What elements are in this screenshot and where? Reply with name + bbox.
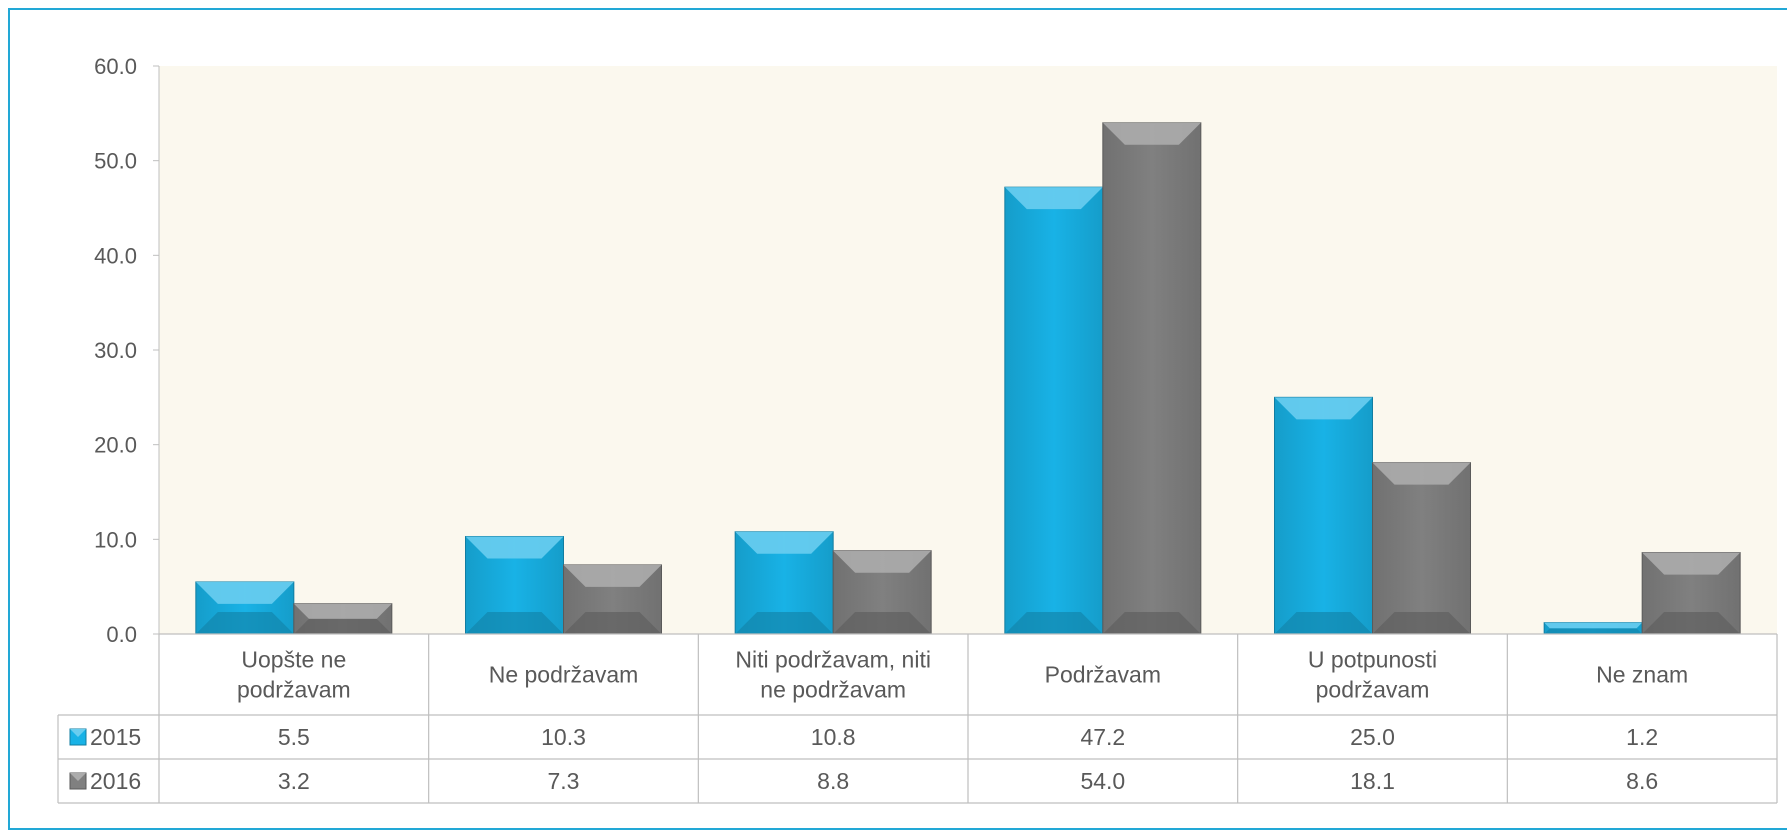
bar-bevel-top bbox=[735, 531, 834, 554]
bar-bevel-top bbox=[833, 550, 932, 573]
legend-key-bevel bbox=[70, 773, 86, 781]
category-label: podržavam bbox=[237, 677, 351, 703]
y-tick-label: 20.0 bbox=[94, 433, 137, 458]
bar-bevel-top bbox=[293, 603, 392, 619]
bar-bevel-top bbox=[1372, 462, 1471, 485]
bar-bevel-bottom bbox=[195, 612, 294, 634]
plot-area bbox=[159, 66, 1777, 634]
bar-bevel-bottom bbox=[735, 612, 834, 634]
data-label-2015-5: 1.2 bbox=[1626, 724, 1658, 750]
data-label-2015-4: 25.0 bbox=[1350, 724, 1395, 750]
category-label: Ne podržavam bbox=[489, 662, 639, 688]
bar-bevel-top bbox=[1544, 622, 1643, 629]
category-label: Podržavam bbox=[1045, 662, 1161, 688]
bar-bevel-bottom bbox=[833, 612, 932, 634]
bar-bevel-bottom bbox=[1102, 612, 1201, 634]
category-label: Uopšte ne bbox=[241, 647, 346, 673]
category-label: Ne znam bbox=[1596, 662, 1688, 688]
bar-bevel-bottom bbox=[1544, 628, 1643, 634]
bar-bevel-bottom bbox=[1004, 612, 1103, 634]
bar-bevel-top bbox=[195, 581, 294, 604]
legend-label-2016: 2016 bbox=[90, 768, 141, 794]
data-label-2015-2: 10.8 bbox=[811, 724, 856, 750]
bar-bevel-top bbox=[465, 536, 564, 559]
bar-bevel-bottom bbox=[563, 612, 662, 634]
data-label-2016-3: 54.0 bbox=[1080, 768, 1125, 794]
data-label-2015-0: 5.5 bbox=[278, 724, 310, 750]
bar-bevel-top bbox=[1274, 397, 1373, 420]
bar-bevel-bottom bbox=[1642, 612, 1741, 634]
category-label: U potpunosti bbox=[1308, 647, 1437, 673]
bar-2016-3 bbox=[1102, 122, 1202, 635]
bar-bevel-bottom bbox=[293, 618, 392, 634]
bar-2016-4 bbox=[1372, 462, 1471, 635]
y-tick-label: 50.0 bbox=[94, 149, 137, 174]
legend-label-2015: 2015 bbox=[90, 724, 141, 750]
bar-2015-4 bbox=[1274, 396, 1373, 635]
bar-bevel-bottom bbox=[465, 612, 564, 634]
data-label-2016-2: 8.8 bbox=[817, 768, 849, 794]
bar-bevel-top bbox=[1004, 187, 1103, 210]
y-tick-label: 60.0 bbox=[94, 54, 137, 79]
category-label: ne podržavam bbox=[760, 677, 906, 703]
data-label-2015-1: 10.3 bbox=[541, 724, 586, 750]
data-label-2016-1: 7.3 bbox=[548, 768, 580, 794]
legend-key-bevel bbox=[70, 729, 86, 737]
y-tick-label: 30.0 bbox=[94, 338, 137, 363]
category-label: podržavam bbox=[1316, 677, 1430, 703]
data-label-2016-4: 18.1 bbox=[1350, 768, 1395, 794]
y-tick-label: 10.0 bbox=[94, 527, 137, 552]
data-label-2015-3: 47.2 bbox=[1080, 724, 1125, 750]
y-tick-label: 40.0 bbox=[94, 243, 137, 268]
y-tick-label: 0.0 bbox=[106, 622, 137, 647]
data-label-2016-5: 8.6 bbox=[1626, 768, 1658, 794]
bar-bevel-top bbox=[1102, 122, 1201, 145]
category-label: Niti podržavam, niti bbox=[735, 647, 931, 673]
bar-2015-3 bbox=[1004, 186, 1104, 635]
data-label-2016-0: 3.2 bbox=[278, 768, 310, 794]
bar-bevel-bottom bbox=[1274, 612, 1373, 634]
bar-bevel-top bbox=[1642, 552, 1741, 575]
bar-bevel-top bbox=[563, 564, 662, 587]
bar-bevel-bottom bbox=[1372, 612, 1471, 634]
